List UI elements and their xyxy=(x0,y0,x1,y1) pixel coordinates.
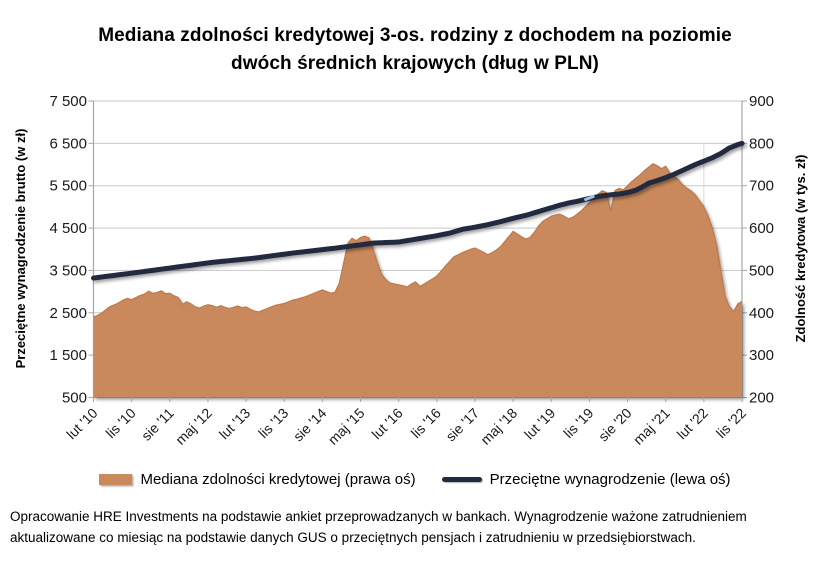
left-axis-tick-label: 3 500 xyxy=(49,262,87,279)
x-axis-tick-label: lis '22 xyxy=(713,405,749,441)
x-axis-tick-label: maj '15 xyxy=(325,405,368,448)
x-axis-tick-label: sie '17 xyxy=(442,405,482,445)
capacity-area-edge xyxy=(93,162,743,318)
legend-item-wage: Przeciętne wynagrodzenie (lewa oś) xyxy=(441,471,731,488)
left-axis-tick-label: 2 500 xyxy=(49,305,87,322)
left-axis-tick-label: 1 500 xyxy=(49,347,87,364)
x-axis-tick-label: lut '16 xyxy=(368,405,406,443)
right-axis-tick-label: 200 xyxy=(749,390,774,407)
x-axis-tick-label: sie '14 xyxy=(290,405,330,445)
x-axis-tick-label: lis '13 xyxy=(255,405,291,441)
legend-label-capacity: Mediana zdolności kredytowej (prawa oś) xyxy=(140,471,416,488)
x-axis-tick-label: sie '11 xyxy=(138,405,177,444)
left-axis-tick-label: 5 500 xyxy=(49,178,87,195)
right-axis-tick-label: 400 xyxy=(749,305,774,322)
legend-item-capacity: Mediana zdolności kredytowej (prawa oś) xyxy=(99,471,416,488)
x-axis-tick-label: sie '20 xyxy=(595,405,635,445)
x-axis-tick-label: lut '19 xyxy=(521,405,559,443)
left-axis-tick-label: 4 500 xyxy=(49,220,87,237)
x-axis-tick-label: lut '13 xyxy=(216,405,254,443)
source-note: Opracowanie HRE Investments na podstawie… xyxy=(10,509,747,545)
x-axis-tick-label: lut '10 xyxy=(63,405,101,443)
right-axis-tick-label: 600 xyxy=(749,220,774,237)
capacity-area-swatch xyxy=(99,474,133,485)
left-axis-tick-label: 500 xyxy=(62,390,87,407)
right-axis-tick-label: 500 xyxy=(749,262,774,279)
right-axis-tick-label: 700 xyxy=(749,178,774,195)
chart-title-line1: Mediana zdolności kredytowej 3-os. rodzi… xyxy=(98,25,732,46)
x-axis-tick-label: lis '10 xyxy=(102,405,138,441)
x-axis-tick-label: maj '18 xyxy=(477,405,520,448)
legend: Mediana zdolności kredytowej (prawa oś) … xyxy=(0,471,830,488)
chart-title-line2: dwóch średnich krajowych (dług w PLN) xyxy=(231,53,599,74)
x-axis-tick-label: lis '16 xyxy=(408,405,444,441)
x-axis-tick-label: maj '21 xyxy=(630,405,673,448)
line-highlight-artifact xyxy=(583,194,595,202)
capacity-area xyxy=(93,163,742,398)
wage-line-swatch xyxy=(441,477,482,482)
x-axis-tick-label: lut '22 xyxy=(674,405,712,443)
right-axis-tick-label: 900 xyxy=(749,93,774,110)
left-axis-tick-label: 6 500 xyxy=(49,135,87,152)
legend-label-wage: Przeciętne wynagrodzenie (lewa oś) xyxy=(489,471,731,488)
x-axis-tick-label: lis '19 xyxy=(560,405,596,441)
left-axis-tick-label: 7 500 xyxy=(49,93,87,110)
right-axis-tick-label: 300 xyxy=(749,347,774,364)
chart-title: Mediana zdolności kredytowej 3-os. rodzi… xyxy=(0,22,830,78)
x-axis-tick-label: maj '12 xyxy=(172,405,215,448)
right-axis-tick-label: 800 xyxy=(749,135,774,152)
wage-line xyxy=(91,140,745,281)
